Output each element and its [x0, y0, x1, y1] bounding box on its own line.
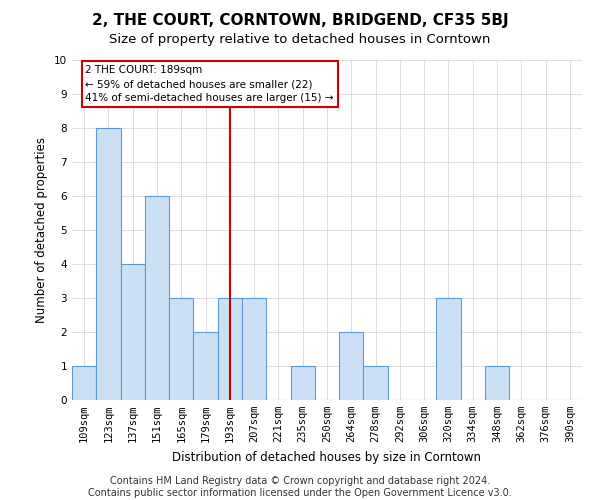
Bar [218, 298, 242, 400]
Bar [290, 366, 315, 400]
Bar [72, 366, 96, 400]
Bar [193, 332, 218, 400]
Bar [364, 366, 388, 400]
Bar [145, 196, 169, 400]
Bar [485, 366, 509, 400]
Bar [96, 128, 121, 400]
Text: 2, THE COURT, CORNTOWN, BRIDGEND, CF35 5BJ: 2, THE COURT, CORNTOWN, BRIDGEND, CF35 5… [92, 12, 508, 28]
Text: Contains HM Land Registry data © Crown copyright and database right 2024.
Contai: Contains HM Land Registry data © Crown c… [88, 476, 512, 498]
Bar [169, 298, 193, 400]
X-axis label: Distribution of detached houses by size in Corntown: Distribution of detached houses by size … [173, 450, 482, 464]
Text: Size of property relative to detached houses in Corntown: Size of property relative to detached ho… [109, 32, 491, 46]
Text: 2 THE COURT: 189sqm
← 59% of detached houses are smaller (22)
41% of semi-detach: 2 THE COURT: 189sqm ← 59% of detached ho… [85, 65, 334, 103]
Y-axis label: Number of detached properties: Number of detached properties [35, 137, 49, 323]
Bar [436, 298, 461, 400]
Bar [339, 332, 364, 400]
Bar [242, 298, 266, 400]
Bar [121, 264, 145, 400]
